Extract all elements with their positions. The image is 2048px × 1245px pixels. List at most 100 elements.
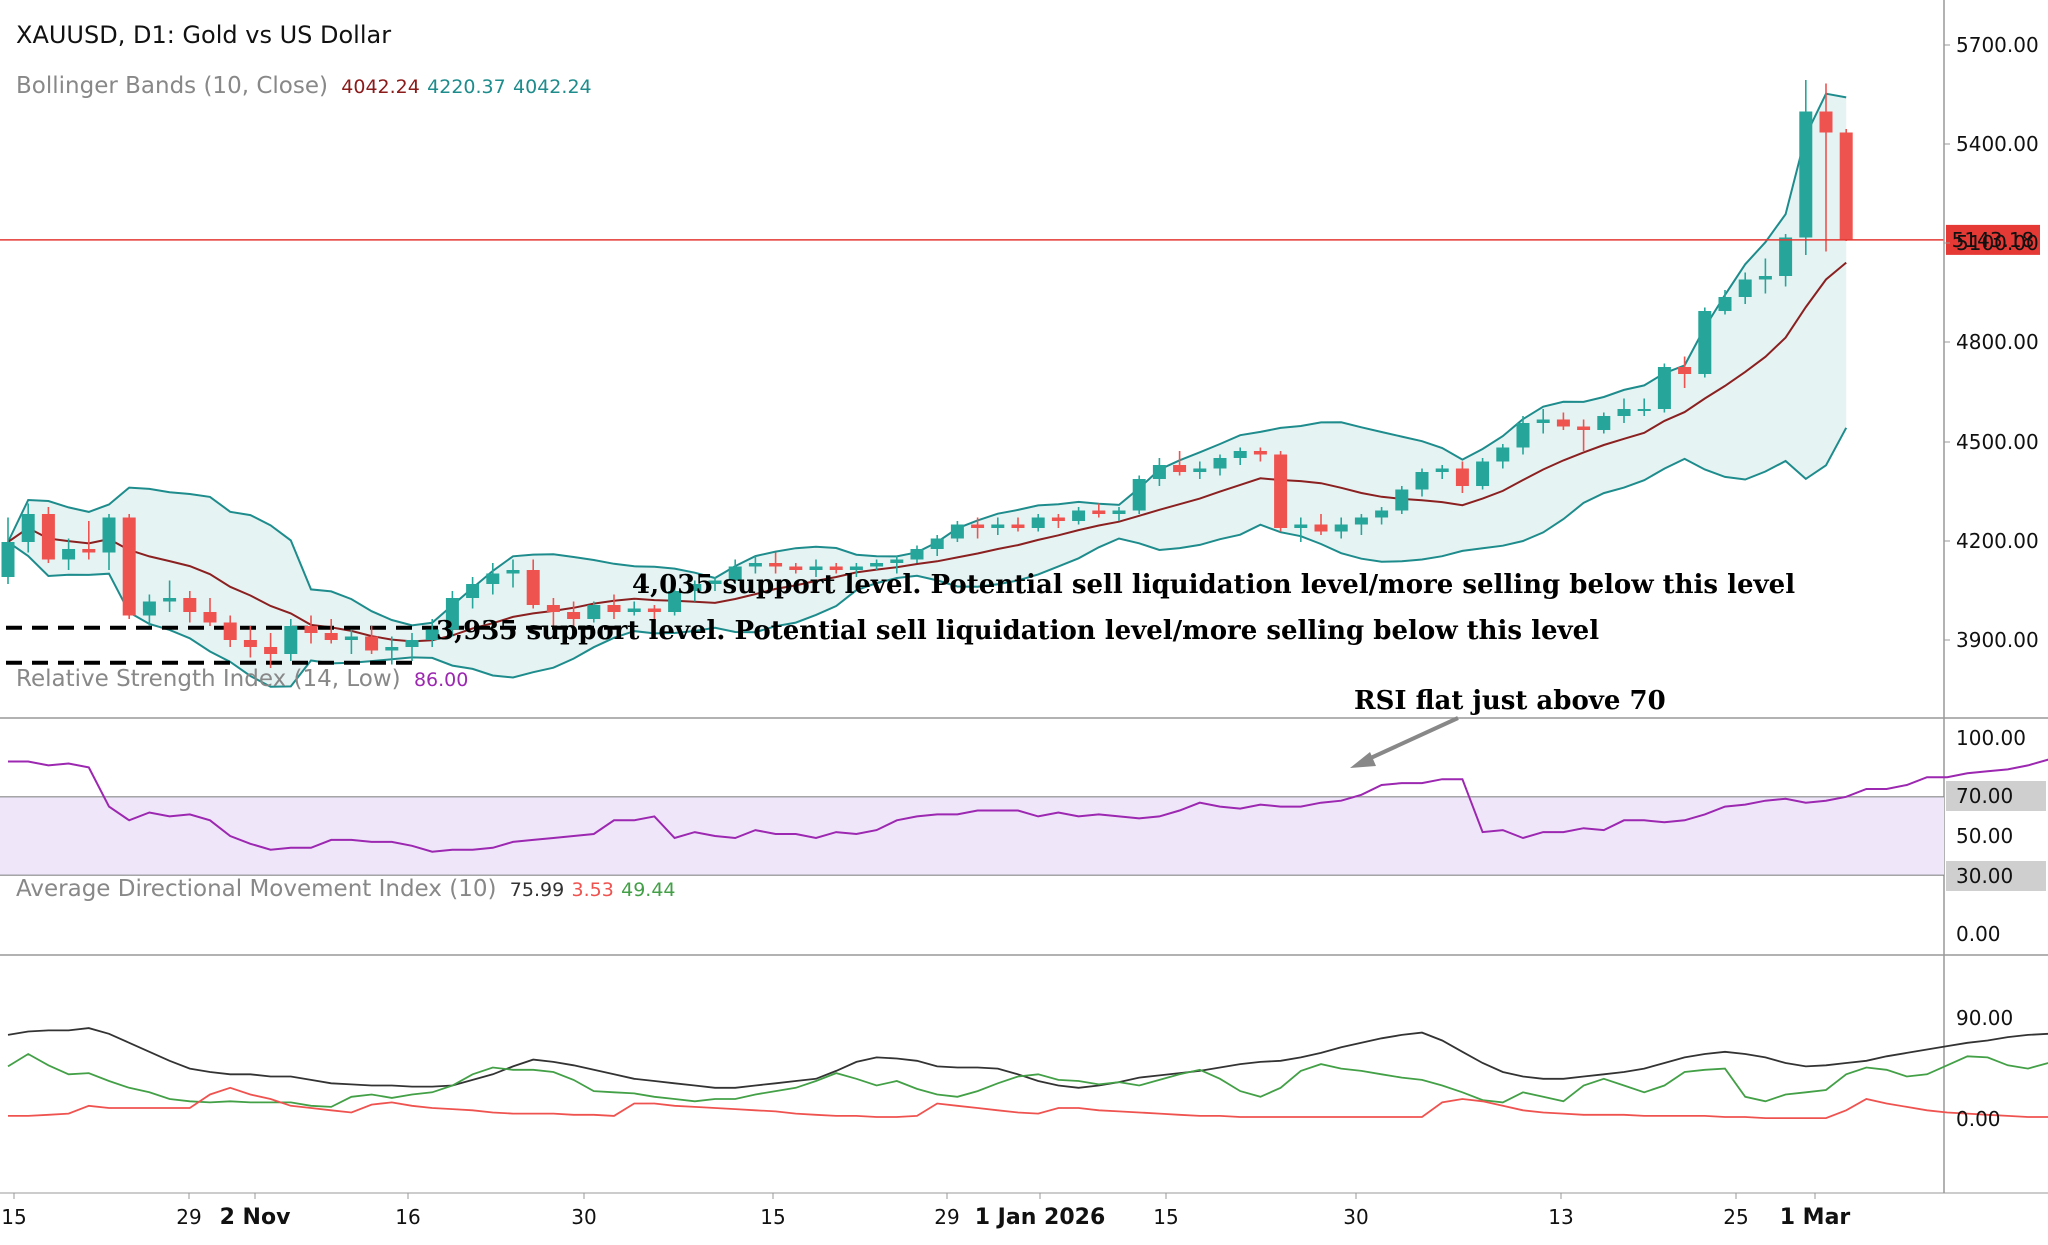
candle bbox=[1657, 367, 1671, 409]
support-annotation-4035: 4,035 support level. Potential sell liqu… bbox=[632, 570, 1796, 600]
candle bbox=[385, 647, 399, 651]
candle bbox=[1597, 416, 1611, 430]
candle bbox=[748, 563, 762, 567]
candle bbox=[829, 566, 843, 570]
candle bbox=[1072, 510, 1086, 521]
candle bbox=[1, 542, 15, 577]
x-tick-label: 30 bbox=[571, 1205, 596, 1229]
rsi-tick-label: 70.00 bbox=[1956, 784, 2013, 808]
y-tick-label: 4200.00 bbox=[1956, 529, 2039, 553]
candle bbox=[41, 514, 55, 560]
minus-di-line bbox=[8, 1086, 2048, 1119]
adx-value-adx: 75.99 bbox=[509, 879, 565, 901]
candle bbox=[1233, 451, 1247, 458]
candle bbox=[1375, 510, 1389, 518]
adx-value-plus-di: 49.44 bbox=[621, 879, 676, 901]
candle bbox=[1092, 510, 1106, 514]
candle bbox=[1839, 132, 1853, 240]
x-tick-label: 15 bbox=[760, 1205, 785, 1229]
x-tick-label: 15 bbox=[1, 1205, 26, 1229]
candle bbox=[1516, 423, 1530, 448]
candle bbox=[1011, 524, 1025, 528]
bollinger-value-basis: 4042.24 bbox=[513, 76, 592, 98]
candle bbox=[1556, 419, 1570, 427]
candle bbox=[243, 640, 257, 647]
candle bbox=[1758, 276, 1772, 280]
candle bbox=[1698, 311, 1712, 374]
bollinger-middle-band bbox=[7, 261, 1847, 643]
candle bbox=[1354, 517, 1368, 525]
current-price-label: 5143.18 bbox=[1952, 228, 2035, 252]
candle bbox=[1738, 279, 1752, 297]
candle bbox=[21, 514, 35, 542]
candle bbox=[1577, 426, 1591, 430]
y-tick-label: 4500.00 bbox=[1956, 430, 2039, 454]
rsi-annotation: RSI flat just above 70 bbox=[1354, 686, 1666, 716]
rsi-band-tag bbox=[1946, 781, 2046, 811]
candle bbox=[728, 566, 742, 581]
candle bbox=[627, 608, 641, 612]
candle bbox=[546, 605, 560, 612]
rsi-legend: Relative Strength Index (14, Low) 86.00 bbox=[16, 666, 468, 692]
candle bbox=[1274, 454, 1288, 528]
candle bbox=[183, 598, 197, 612]
x-tick-label: 13 bbox=[1548, 1205, 1573, 1229]
candle bbox=[1637, 409, 1651, 411]
y-tick-label: 5400.00 bbox=[1956, 132, 2039, 156]
candle bbox=[445, 598, 459, 630]
y-tick-label: 5700.00 bbox=[1956, 33, 2039, 57]
adx-tick-label: 0.00 bbox=[1956, 1107, 2001, 1131]
candle bbox=[688, 584, 702, 591]
candle bbox=[122, 517, 136, 616]
candle bbox=[950, 524, 964, 539]
x-tick-label: 15 bbox=[1153, 1205, 1178, 1229]
bollinger-fill bbox=[8, 93, 1847, 687]
adx-value-minus-di: 3.53 bbox=[571, 879, 614, 901]
y-tick-label: 4800.00 bbox=[1956, 330, 2039, 354]
candle bbox=[405, 640, 419, 647]
candle bbox=[1152, 465, 1166, 479]
bollinger-value-upper: 4220.37 bbox=[427, 76, 506, 98]
y-tick-label: 3900.00 bbox=[1956, 628, 2039, 652]
rsi-arrow-head bbox=[1350, 752, 1376, 768]
rsi-arrow-shaft bbox=[1361, 716, 1459, 764]
candle bbox=[1132, 479, 1146, 511]
adx-legend: Average Directional Movement Index (10) … bbox=[16, 876, 676, 902]
candle bbox=[425, 629, 439, 640]
candle bbox=[1819, 111, 1833, 133]
y-tick-label: 5100.00 bbox=[1956, 231, 2039, 255]
candle bbox=[647, 608, 661, 612]
candle bbox=[910, 549, 924, 560]
x-tick-label: 29 bbox=[934, 1205, 959, 1229]
adx-tick-label: 90.00 bbox=[1956, 1006, 2013, 1030]
x-tick-label: 16 bbox=[395, 1205, 420, 1229]
rsi-tick-label: 0.00 bbox=[1956, 922, 2001, 946]
candle bbox=[587, 605, 601, 619]
x-tick-label: 29 bbox=[176, 1205, 201, 1229]
candle bbox=[890, 559, 904, 563]
candle bbox=[163, 598, 177, 602]
candle bbox=[789, 566, 803, 570]
x-tick-label: 30 bbox=[1343, 1205, 1368, 1229]
candle bbox=[809, 566, 823, 570]
candle bbox=[930, 538, 944, 549]
candle bbox=[1193, 468, 1207, 472]
bollinger-legend-name: Bollinger Bands (10, Close) bbox=[16, 73, 328, 99]
bollinger-upper-band bbox=[7, 92, 1847, 627]
candle bbox=[1718, 297, 1732, 311]
candle bbox=[1779, 237, 1793, 276]
candle bbox=[466, 584, 480, 598]
x-tick-label: 1 Mar bbox=[1780, 1205, 1851, 1230]
rsi-legend-value: 86.00 bbox=[413, 669, 469, 691]
adx-line bbox=[7, 1027, 2048, 1089]
candle bbox=[607, 605, 621, 612]
candle bbox=[526, 570, 540, 605]
candle bbox=[1536, 419, 1550, 423]
chart-title: XAUUSD, D1: Gold vs US Dollar bbox=[16, 21, 392, 49]
candle bbox=[1253, 451, 1267, 455]
candle bbox=[304, 626, 318, 633]
candle bbox=[1799, 111, 1813, 238]
rsi-tick-label: 100.00 bbox=[1956, 726, 2026, 750]
rsi-tick-label: 50.00 bbox=[1956, 824, 2013, 848]
